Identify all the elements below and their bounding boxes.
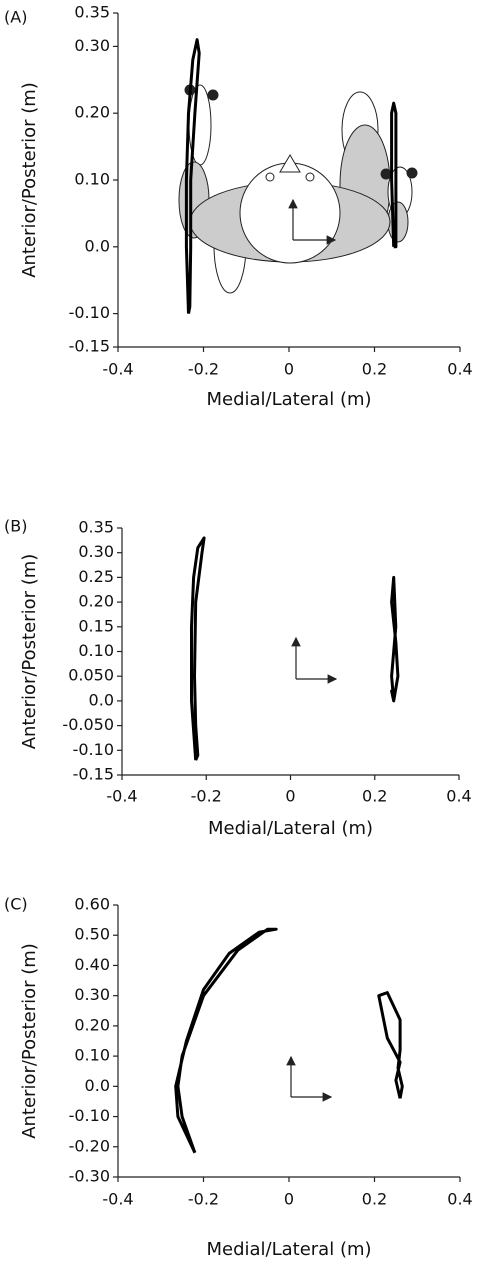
y-tick-label: -0.15 — [73, 765, 114, 784]
x-tick-label: 0.2 — [362, 1190, 387, 1209]
y-tick-label: 0.0 — [89, 690, 114, 709]
y-tick-label: -0.10 — [69, 303, 110, 322]
y-tick-label: 0.10 — [74, 170, 110, 189]
direction-arrows — [286, 198, 338, 1102]
y-axis-label: Anterior/Posterior (m) — [19, 82, 40, 278]
x-tick-label: 0.2 — [362, 360, 387, 379]
panel-label: (C) — [4, 895, 28, 914]
x-tick-label: 0.4 — [447, 1190, 472, 1209]
y-tick-label: -0.20 — [69, 1136, 110, 1155]
x-tick-label: -0.4 — [102, 360, 133, 379]
x-tick-label: -0.2 — [188, 1190, 219, 1209]
trajectory — [184, 38, 201, 314]
y-tick-label: 0.20 — [74, 103, 110, 122]
y-tick-label: 0.15 — [78, 616, 114, 635]
y-tick-label: 0.25 — [78, 567, 114, 586]
trajectory — [174, 927, 278, 1154]
y-axis-label: Anterior/Posterior (m) — [19, 554, 40, 750]
x-tick-label: 0 — [284, 1190, 294, 1209]
x-tick-label: -0.2 — [191, 787, 222, 806]
y-tick-label: 0.050 — [68, 666, 114, 685]
y-tick-label: -0.050 — [62, 715, 114, 734]
x-tick-label: 0.2 — [362, 787, 387, 806]
x-axis-label: Medial/Lateral (m) — [206, 389, 371, 410]
y-tick-label: -0.15 — [69, 337, 110, 356]
y-tick-label: 0.35 — [78, 518, 114, 537]
y-tick-label: 0.20 — [78, 592, 114, 611]
y-tick-label: 0.30 — [74, 36, 110, 55]
y-tick-label: 0.30 — [74, 985, 110, 1004]
y-tick-label: -0.10 — [73, 740, 114, 759]
y-tick-label: 0.10 — [74, 1046, 110, 1065]
panel-label: (A) — [4, 8, 27, 27]
y-axis-label: Anterior/Posterior (m) — [19, 943, 40, 1139]
y-tick-label: 0.0 — [85, 1076, 110, 1095]
x-tick-label: 0 — [284, 360, 294, 379]
x-tick-label: -0.4 — [106, 787, 137, 806]
body-schematic — [178, 84, 418, 294]
y-tick-label: 0.10 — [78, 641, 114, 660]
x-tick-label: -0.4 — [102, 1190, 133, 1209]
y-tick-label: -0.30 — [69, 1167, 110, 1186]
x-tick-label: -0.2 — [188, 360, 219, 379]
y-tick-label: 0.40 — [74, 955, 110, 974]
y-tick-label: 0.20 — [74, 1015, 110, 1034]
x-tick-label: 0.4 — [446, 787, 471, 806]
trajectory — [190, 536, 206, 761]
y-tick-label: -0.10 — [69, 1106, 110, 1125]
panel-label: (B) — [4, 517, 27, 536]
x-axis-label: Medial/Lateral (m) — [208, 818, 373, 839]
y-tick-label: 0.30 — [78, 542, 114, 561]
y-tick-label: 0.35 — [74, 3, 110, 22]
trajectory — [390, 101, 398, 249]
trajectory — [377, 991, 404, 1099]
x-tick-label: 0.4 — [447, 360, 472, 379]
trajectory — [390, 575, 400, 703]
y-tick-label: 0.60 — [74, 895, 110, 914]
x-tick-label: 0 — [285, 787, 295, 806]
x-axis-label: Medial/Lateral (m) — [206, 1239, 371, 1260]
y-tick-label: 0.0 — [85, 236, 110, 255]
y-tick-label: 0.50 — [74, 925, 110, 944]
